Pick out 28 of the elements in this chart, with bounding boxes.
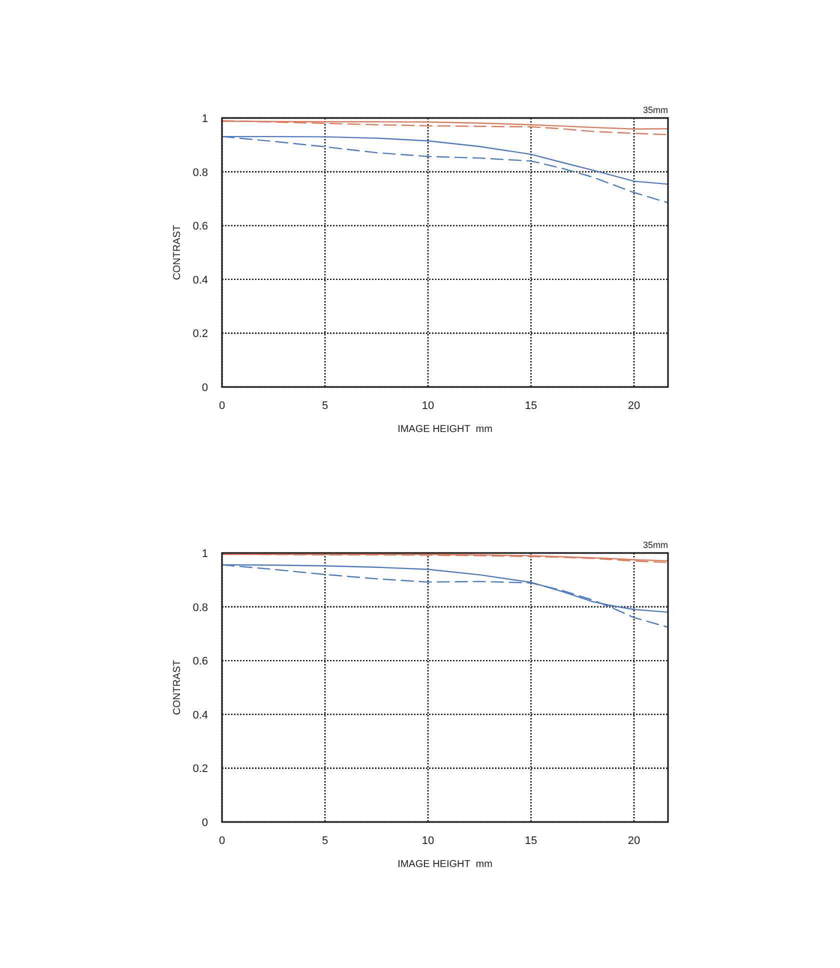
y-tick-label: 0.2 [192, 328, 208, 340]
x-tick-label: 15 [524, 400, 538, 412]
y-tick-label: 0.6 [192, 656, 208, 668]
y-tick-label: 0 [202, 817, 208, 829]
y-axis-title: CONTRAST [172, 225, 183, 280]
y-tick-label: 0 [202, 382, 208, 394]
y-tick-label: 1 [202, 548, 208, 560]
x-tick-label: 20 [628, 835, 640, 847]
text: 35mm [642, 105, 668, 115]
y-axis-title: CONTRAST [172, 660, 183, 715]
x-tick-label: 5 [322, 835, 328, 847]
x-tick-label: 10 [422, 835, 434, 847]
x-tick-label: 10 [422, 400, 434, 412]
x-axis-title: IMAGE HEIGHT mm [398, 424, 492, 435]
text: 35mm [642, 540, 668, 550]
x-tick-label: 0 [218, 400, 226, 412]
x-tick-label: 20 [628, 400, 640, 412]
y-tick-label: 0.8 [192, 602, 208, 614]
y-tick-label: 0.2 [192, 763, 208, 776]
x-tick-label: 15 [524, 835, 538, 847]
y-tick-label: 0.6 [192, 220, 208, 233]
y-tick-label: 1 [202, 113, 208, 125]
y-tick-label: 0.4 [192, 274, 208, 286]
x-tick-label: 0 [218, 835, 226, 847]
y-tick-label: 0.4 [192, 709, 208, 722]
x-tick-label: 5 [322, 400, 328, 412]
y-tick-label: 0.8 [192, 166, 208, 179]
x-axis-title: IMAGE HEIGHT mm [398, 859, 492, 870]
